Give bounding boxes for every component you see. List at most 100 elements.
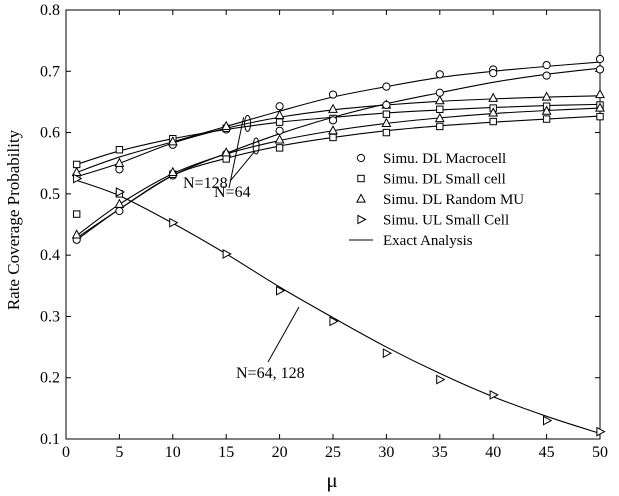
axis-ticks: 0 5 10 15 20 25 30 35 40 45 50 0.1 0.2 0.3 0.4 0.5 0.6 0.… — [40, 2, 608, 461]
data-point-circle — [489, 69, 498, 78]
data-point-triangle-right — [222, 248, 232, 259]
data-point-square — [596, 112, 604, 121]
data-point-square — [382, 110, 391, 118]
annotation-n64-128: N=64, 128 — [236, 365, 305, 382]
data-point-triangle-up — [595, 102, 605, 112]
annotation-n64: N=64 — [214, 184, 251, 201]
series-circle-3 — [72, 65, 605, 244]
data-point-triangle-up — [114, 157, 125, 167]
y-tick-label: 0.3 — [40, 308, 60, 325]
data-point-circle — [542, 61, 551, 70]
data-point-triangle-up — [488, 92, 499, 102]
data-point-triangle-up — [541, 91, 552, 101]
data-point-triangle-right — [276, 285, 286, 296]
plot-border — [65, 9, 601, 440]
x-tick-label: 45 — [539, 444, 555, 461]
data-point-circle — [595, 54, 605, 64]
analysis-curves — [76, 61, 601, 435]
data-point-circle — [328, 116, 338, 125]
data-point-triangle-up — [381, 117, 392, 127]
y-tick-label: 0.1 — [40, 431, 60, 448]
data-point-triangle-right — [329, 316, 339, 327]
legend-marker-triangle-up — [356, 193, 366, 203]
exact-analysis-line — [76, 115, 601, 239]
data-point-triangle-right — [596, 426, 606, 437]
data-point-triangle-up — [328, 103, 338, 113]
x-tick-label: 5 — [115, 444, 123, 461]
legend-label: Simu. DL Random MU — [383, 192, 524, 208]
data-point-square — [542, 115, 551, 123]
data-point-triangle-up — [274, 134, 285, 144]
y-tick-label: 0.7 — [40, 63, 60, 80]
data-point-triangle-up — [328, 125, 338, 135]
series-triangle-up-2 — [71, 88, 605, 177]
data-point-triangle-right — [436, 374, 446, 385]
x-tick-label: 35 — [432, 444, 448, 461]
data-point-square — [382, 128, 391, 137]
data-point-triangle-right — [543, 415, 553, 426]
data-point-square — [222, 155, 230, 163]
data-point-square — [489, 117, 497, 126]
data-point-square — [275, 144, 284, 152]
legend-label: Simu. UL Small Cell — [383, 213, 509, 229]
exact-analysis-line — [76, 107, 601, 236]
data-point-triangle-right — [73, 173, 83, 184]
y-tick-label: 0.5 — [40, 186, 60, 203]
legend: Simu. DL Macrocell Simu. DL Small cell Sim… — [349, 151, 524, 249]
data-point-circle — [328, 90, 338, 99]
x-tick-label: 15 — [218, 444, 234, 461]
data-point-circle — [115, 206, 124, 216]
x-tick-label: 40 — [485, 444, 501, 461]
data-point-square — [72, 160, 81, 169]
data-point-triangle-up — [114, 198, 125, 208]
y-tick-label: 0.6 — [40, 125, 60, 142]
data-point-circle — [435, 88, 444, 97]
x-tick-label: 0 — [62, 444, 70, 461]
y-axis-title: Rate Coverage Probability — [4, 129, 23, 310]
legend-marker-square — [357, 174, 365, 183]
x-tick-label: 25 — [325, 444, 341, 461]
x-tick-label: 50 — [592, 444, 608, 461]
data-point-square — [329, 133, 337, 142]
data-point-triangle-up — [221, 120, 232, 131]
data-point-triangle-up — [488, 107, 499, 117]
exact-analysis-line — [76, 103, 601, 165]
data-point-triangle-right — [489, 389, 499, 400]
data-point-triangle-up — [434, 95, 445, 105]
data-point-triangle-right — [382, 348, 393, 359]
data-point-triangle-up — [595, 88, 605, 99]
series-triangle-up-5 — [71, 102, 605, 239]
data-point-square — [72, 210, 81, 218]
data-point-triangle-up — [167, 136, 178, 146]
data-point-circle — [542, 71, 551, 80]
data-point-circle — [115, 165, 124, 174]
data-point-triangle-up — [167, 166, 178, 177]
data-point-circle — [382, 100, 391, 110]
annotation-ellipse — [252, 137, 260, 155]
annotation-arrow — [229, 151, 255, 182]
data-point-triangle-up — [274, 109, 285, 120]
data-point-square — [436, 122, 444, 131]
data-point-square — [436, 105, 444, 113]
annotation-n128: N=128 — [183, 175, 228, 192]
legend-label: Simu. DL Macrocell — [383, 151, 506, 167]
data-point-circle — [275, 102, 284, 111]
data-point-square — [115, 146, 124, 154]
data-point-circle — [595, 65, 605, 74]
series-triangle-right-6 — [73, 173, 606, 437]
data-point-triangle-right — [169, 217, 179, 228]
y-tick-label: 0.2 — [40, 370, 60, 387]
x-tick-label: 30 — [378, 444, 394, 461]
data-point-triangle-up — [221, 147, 232, 157]
y-tick-label: 0.8 — [40, 2, 60, 19]
data-point-triangle-up — [71, 166, 82, 177]
annotation-arrow — [228, 117, 245, 189]
legend-marker-circle — [356, 153, 366, 163]
legend-label: Exact Analysis — [383, 233, 473, 249]
data-point-triangle-up — [71, 229, 82, 239]
annotation-ellipse — [244, 114, 252, 132]
x-tick-label: 10 — [165, 444, 181, 461]
data-point-triangle-right — [115, 187, 126, 197]
